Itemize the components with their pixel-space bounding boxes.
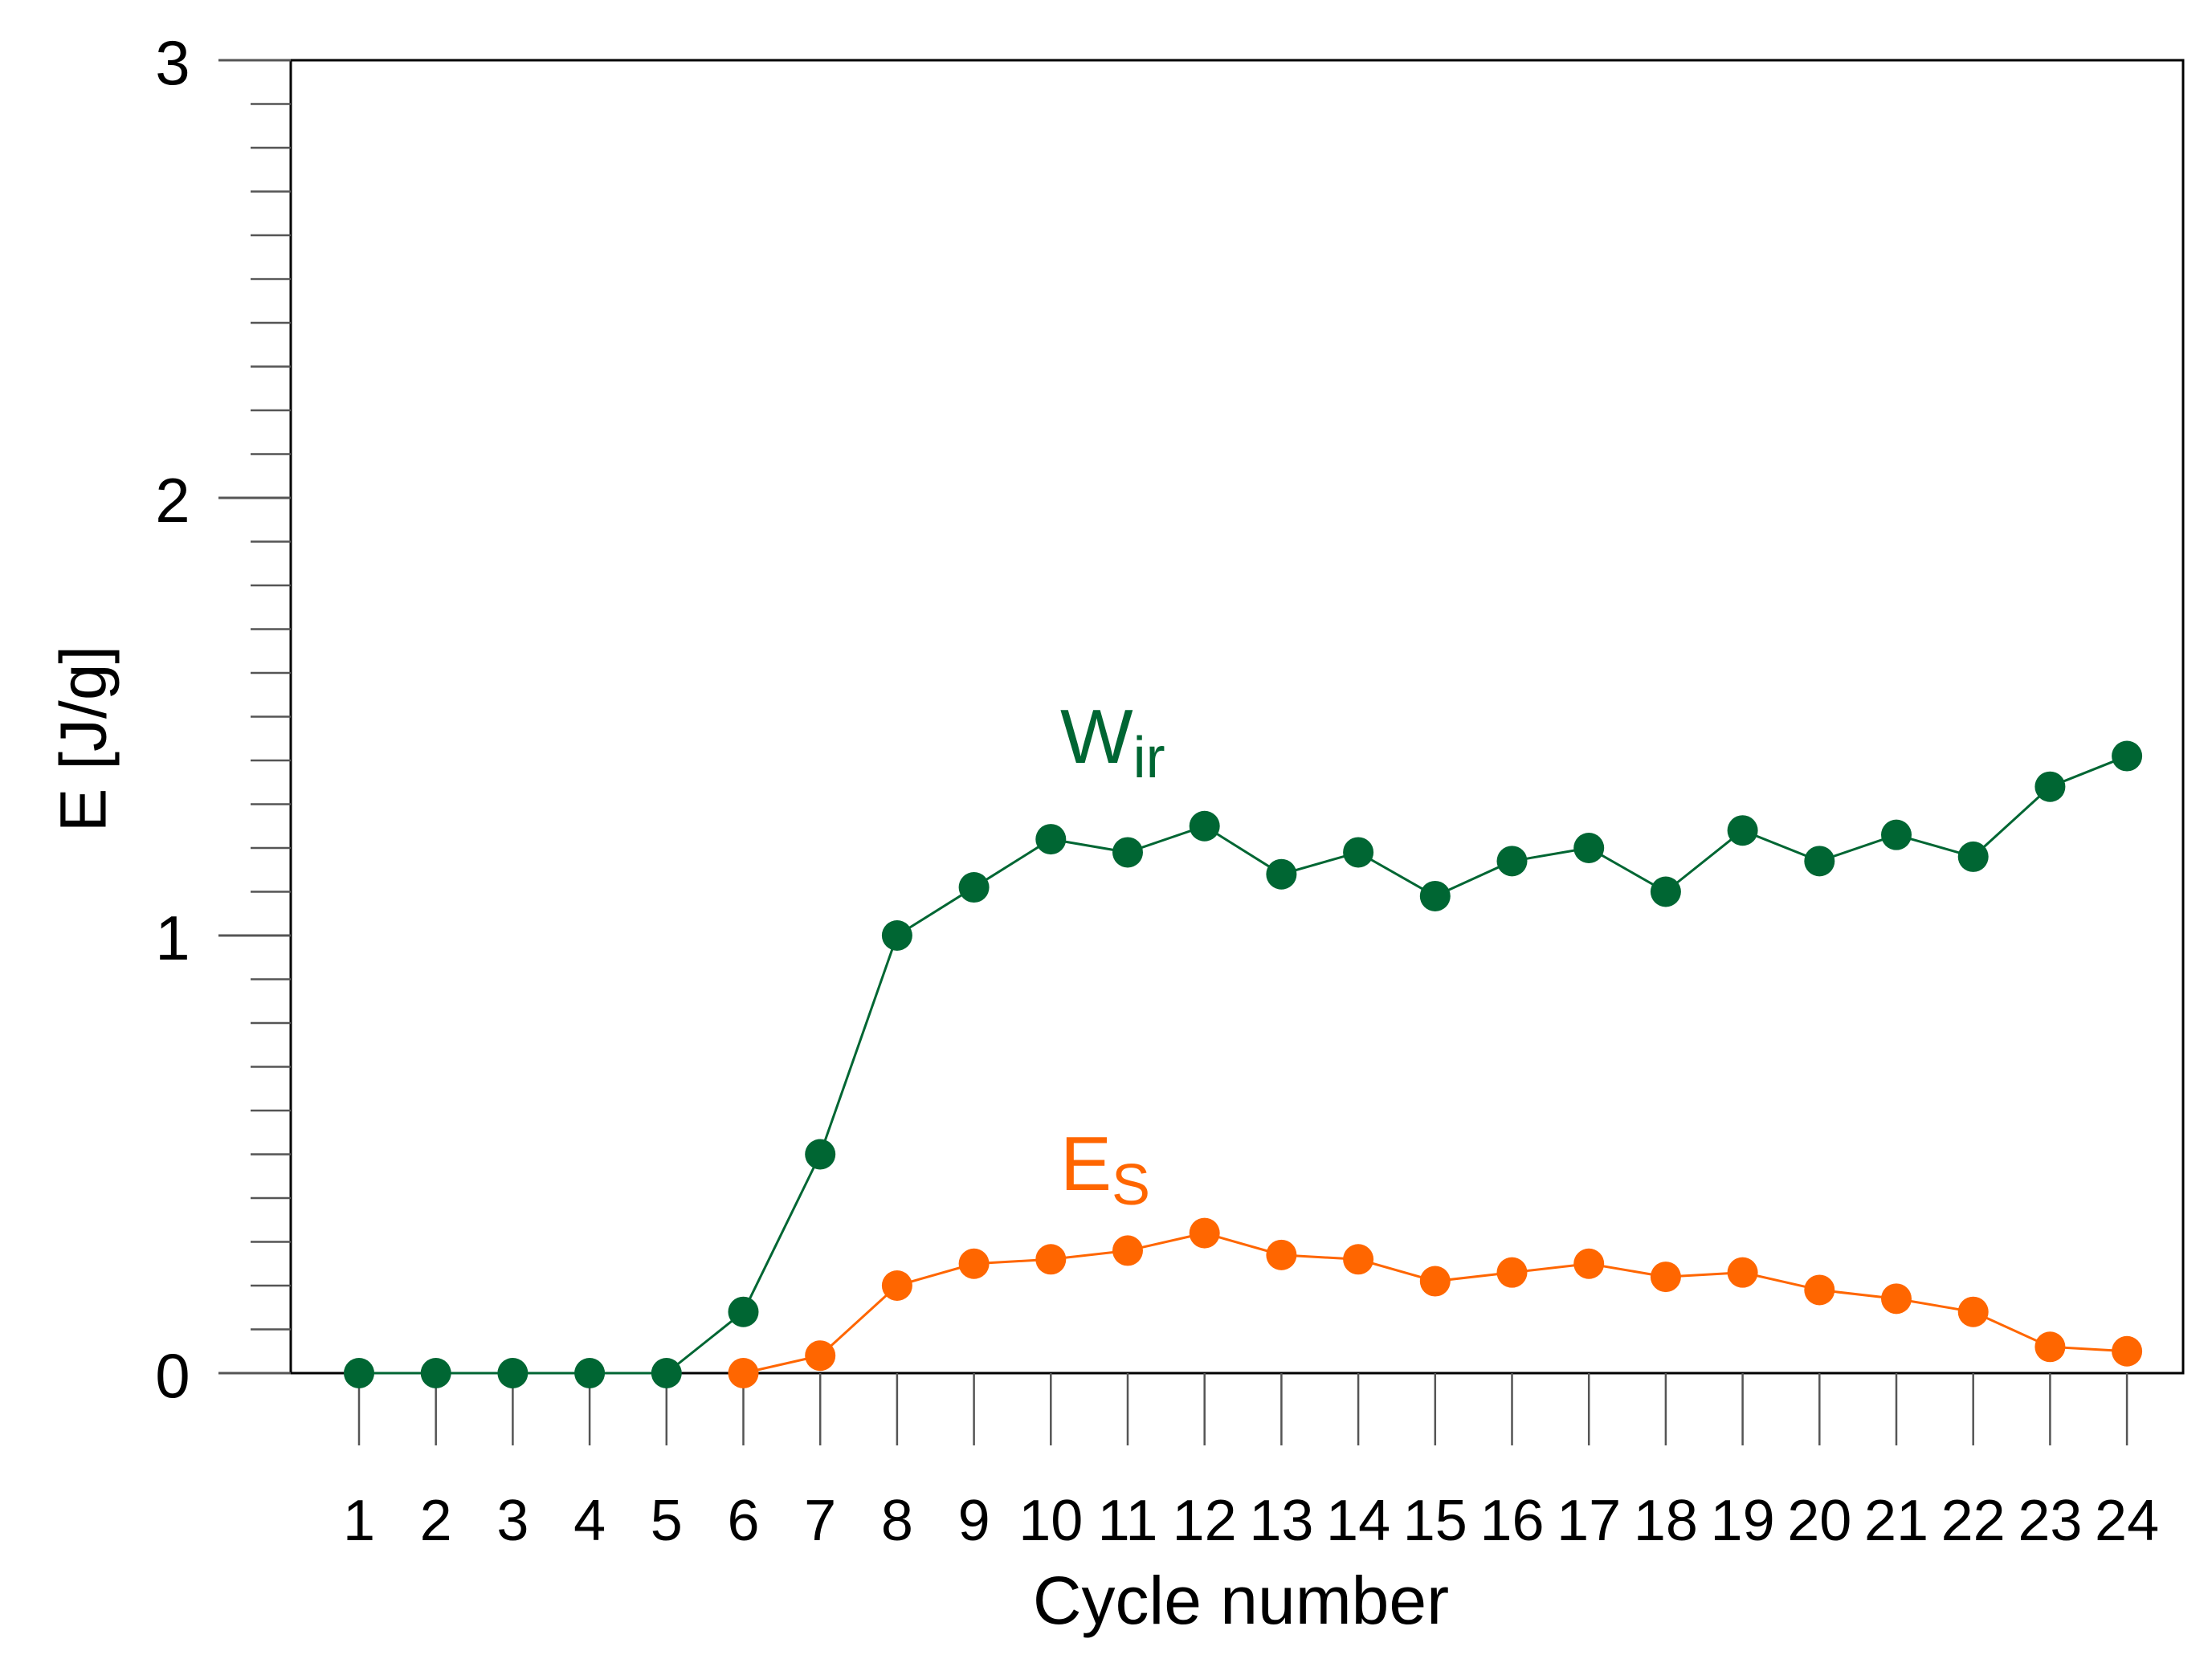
- data-point: [1650, 1262, 1681, 1293]
- data-point: [2112, 1335, 2143, 1367]
- y-axis-label: E [J/g]: [47, 646, 120, 832]
- data-point: [1419, 1266, 1451, 1297]
- x-tick-label: 9: [958, 1489, 990, 1553]
- data-point: [881, 1270, 912, 1301]
- series-es: ES: [728, 1121, 2143, 1388]
- plot-frame: [289, 59, 2185, 1375]
- data-point: [2034, 1331, 2066, 1363]
- x-tick-label: 5: [651, 1489, 683, 1553]
- x-tick-label: 2: [420, 1489, 452, 1553]
- x-tick-label: 1: [343, 1489, 375, 1553]
- data-point: [1266, 1239, 1297, 1270]
- y-tick-label: 1: [155, 903, 190, 973]
- data-point: [1419, 880, 1451, 911]
- data-point: [958, 872, 990, 903]
- x-tick-label: 16: [1479, 1489, 1544, 1553]
- x-tick-label: 12: [1173, 1489, 1237, 1553]
- series-line: [359, 755, 2128, 1375]
- data-point: [420, 1358, 451, 1388]
- data-point: [1035, 824, 1067, 855]
- x-tick-label: 18: [1634, 1489, 1698, 1553]
- x-tick-label: 23: [2018, 1489, 2082, 1553]
- data-point: [1035, 1244, 1067, 1275]
- x-tick-label: 17: [1557, 1489, 1621, 1553]
- data-point: [2112, 740, 2143, 772]
- x-tick-label: 20: [1787, 1489, 1851, 1553]
- labels: E [J/g] Cycle number: [47, 646, 1449, 1638]
- x-tick-label: 3: [496, 1489, 529, 1553]
- data-point: [1573, 833, 1605, 863]
- series-layer: Wir ES: [344, 694, 2143, 1388]
- x-tick-label: 21: [1864, 1489, 1928, 1553]
- x-tick-label: 11: [1098, 1489, 1158, 1553]
- series-line: [743, 1232, 2128, 1375]
- x-tick-label: 7: [804, 1489, 836, 1553]
- data-point: [1112, 1235, 1143, 1266]
- data-point: [651, 1358, 682, 1388]
- data-point: [958, 1248, 990, 1279]
- data-point: [1881, 1283, 1912, 1315]
- data-point: [1343, 1244, 1374, 1275]
- data-point: [1573, 1248, 1605, 1279]
- data-point: [1189, 810, 1220, 842]
- data-point: [1496, 846, 1528, 877]
- data-point: [1266, 858, 1297, 890]
- x-axis-label: Cycle number: [1033, 1563, 1449, 1638]
- data-point: [1727, 815, 1758, 846]
- data-point: [497, 1358, 529, 1388]
- x-tick-label: 4: [573, 1489, 606, 1553]
- data-point: [1804, 846, 1835, 877]
- x-tick-label: 14: [1326, 1489, 1390, 1553]
- data-point: [1727, 1257, 1758, 1288]
- data-point: [2034, 771, 2066, 802]
- data-point: [1112, 837, 1143, 868]
- data-point: [1189, 1217, 1220, 1249]
- series-label: Wir: [1060, 694, 1165, 790]
- data-point: [1957, 1296, 1989, 1327]
- data-point: [728, 1358, 759, 1388]
- x-tick-label: 8: [881, 1489, 913, 1553]
- data-point: [1957, 841, 1989, 872]
- data-point: [1496, 1257, 1528, 1288]
- y-tick-label: 0: [155, 1340, 190, 1411]
- data-point: [1804, 1274, 1835, 1306]
- data-point: [881, 920, 912, 951]
- data-point: [1881, 819, 1912, 850]
- x-tick-label: 22: [1941, 1489, 2006, 1553]
- data-point: [805, 1340, 836, 1372]
- data-point: [1343, 837, 1374, 868]
- y-tick-label: 3: [155, 27, 190, 98]
- x-tick-label: 10: [1018, 1489, 1083, 1553]
- data-point: [1650, 876, 1681, 907]
- data-point: [728, 1296, 759, 1327]
- x-tick-label: 6: [727, 1489, 759, 1553]
- data-point: [805, 1139, 836, 1170]
- x-tick-label: 13: [1249, 1489, 1313, 1553]
- x-tick-label: 15: [1403, 1489, 1467, 1553]
- x-tick-label: 24: [2095, 1489, 2159, 1553]
- x-tick-label: 19: [1711, 1489, 1775, 1553]
- y-tick-label: 2: [155, 465, 190, 536]
- series-wir: Wir: [344, 694, 2143, 1388]
- data-point: [344, 1358, 374, 1388]
- data-point: [574, 1358, 606, 1388]
- series-label: ES: [1060, 1121, 1150, 1217]
